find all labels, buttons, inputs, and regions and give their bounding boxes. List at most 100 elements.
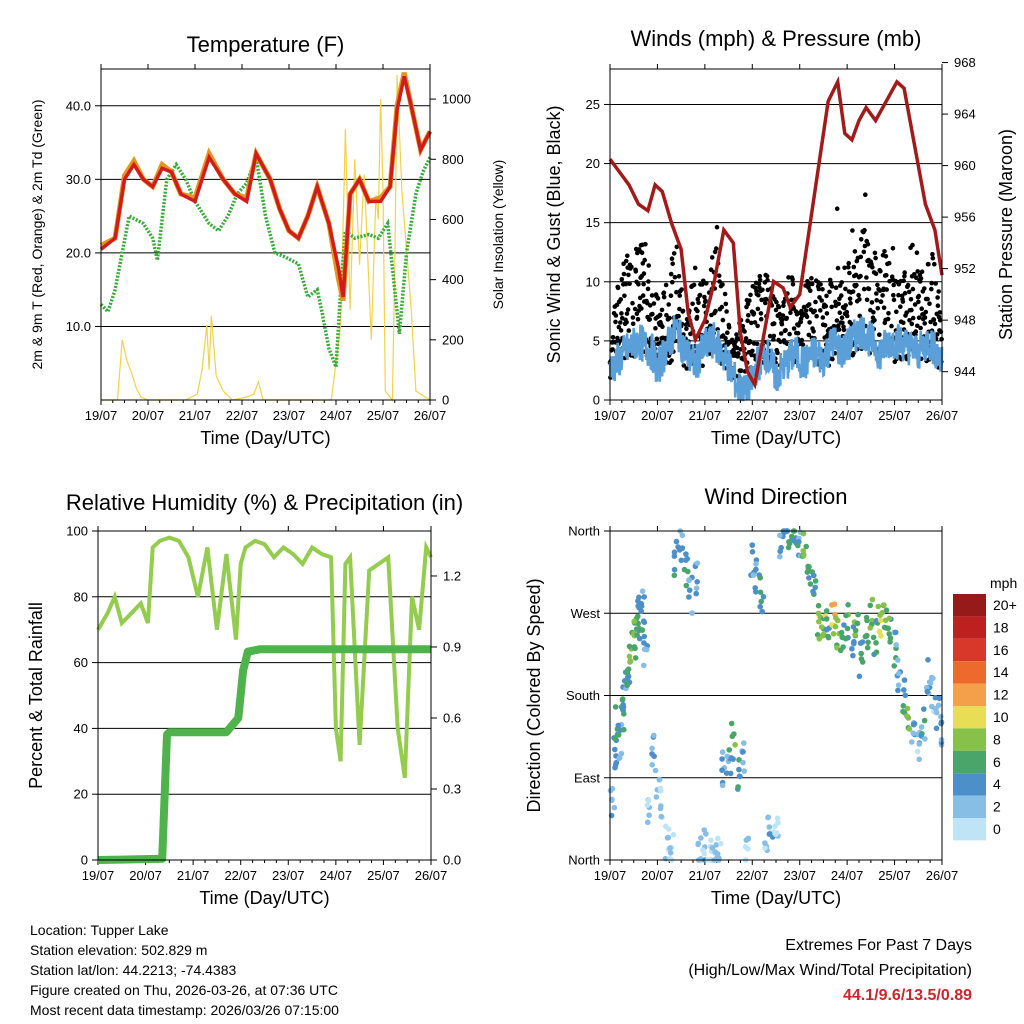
gust-dot <box>758 311 764 316</box>
gust-dot <box>930 255 936 261</box>
direction-dot <box>736 757 742 763</box>
gust-dot <box>908 297 914 302</box>
location-text: Location: Tupper Lake <box>30 922 169 938</box>
direction-dot <box>873 640 879 646</box>
direction-dot <box>667 850 674 856</box>
gust-dot <box>749 320 754 326</box>
x-tick-label: 26/07 <box>415 868 448 883</box>
direction-dot <box>805 566 812 572</box>
gust-dot <box>629 264 634 270</box>
gust-dot <box>936 289 941 294</box>
y-tick-label: 25 <box>586 97 600 112</box>
gust-dot <box>667 315 672 321</box>
gust-dot <box>750 348 755 354</box>
colorbar-swatch <box>953 706 986 729</box>
direction-dot <box>877 617 884 624</box>
gust-dot <box>720 317 726 323</box>
speed-colorbar: mph 20+ 18 16 14 12 10 8 6 4 2 0 <box>953 575 1017 841</box>
direction-dot <box>909 739 915 745</box>
x-tick-label: 26/07 <box>926 408 959 423</box>
direction-dot <box>671 566 678 573</box>
x-tick-label: 19/07 <box>594 408 627 423</box>
colorbar-label: 14 <box>993 664 1009 680</box>
direction-dot <box>911 720 918 727</box>
direction-dot <box>812 584 818 591</box>
direction-dot <box>781 529 788 536</box>
direction-dot <box>876 628 883 635</box>
direction-dot <box>938 720 944 727</box>
gust-dot <box>691 282 697 288</box>
gust-dot <box>839 315 845 321</box>
direction-dot <box>765 814 771 820</box>
gust-dot <box>922 321 927 326</box>
direction-dot <box>873 618 880 624</box>
gust-dot <box>856 292 861 298</box>
direction-dot <box>753 589 759 595</box>
station-info: Location: Tupper Lake Station elevation:… <box>30 920 339 1020</box>
gust-dot <box>865 241 871 247</box>
gust-dot <box>884 287 889 292</box>
direction-dot <box>850 652 856 659</box>
plot-frame <box>97 530 432 861</box>
direction-dot <box>671 572 678 579</box>
gust-dot <box>918 276 924 281</box>
gust-dot <box>877 332 882 338</box>
gust-dot <box>701 278 706 284</box>
direction-dot <box>892 629 899 636</box>
gust-dot <box>703 298 708 304</box>
gust-dot <box>858 273 863 279</box>
direction-dot <box>864 632 870 639</box>
direction-dot <box>772 823 778 830</box>
direction-dot <box>867 625 873 631</box>
direction-dot <box>671 549 678 555</box>
direction-dot <box>766 831 773 837</box>
gust-dot <box>851 264 857 270</box>
gust-dot <box>664 312 669 318</box>
gust-dot <box>927 301 932 307</box>
colorbar-label: 2 <box>993 799 1001 815</box>
direction-dot <box>719 756 725 762</box>
direction-dot <box>641 594 647 600</box>
direction-dot <box>679 532 686 539</box>
gust-dot <box>861 286 867 292</box>
gust-dot <box>670 261 675 267</box>
gust-dot <box>938 329 944 335</box>
colorbar-label: 20+ <box>993 597 1017 613</box>
gust-dot <box>922 315 928 320</box>
y-tick-label: 20.0 <box>66 245 91 260</box>
direction-dot <box>715 835 721 842</box>
gust-dot <box>902 290 908 296</box>
direction-dot <box>820 633 826 639</box>
direction-dot <box>636 635 643 642</box>
y2-tick-label: 1.2 <box>443 568 461 583</box>
direction-dot <box>927 680 934 686</box>
direction-dot <box>795 542 801 549</box>
x-tick-label: 24/07 <box>320 408 353 423</box>
gust-dot <box>621 271 627 277</box>
gust-dot <box>627 281 632 287</box>
gust-dot <box>632 306 638 312</box>
gust-dot <box>763 296 769 302</box>
x-tick-label: 26/07 <box>926 868 959 883</box>
gust-dot <box>625 307 631 312</box>
direction-dot <box>615 732 622 738</box>
gust-dot <box>882 249 887 254</box>
gust-dot <box>613 313 619 318</box>
direction-dot <box>857 640 864 646</box>
direction-dot <box>620 701 626 708</box>
direction-dot <box>641 640 647 646</box>
direction-dot <box>773 830 780 836</box>
gust-dot <box>891 282 896 288</box>
y2-tick-label: 964 <box>954 107 976 122</box>
gust-dot <box>847 296 853 302</box>
direction-dot <box>658 788 664 794</box>
direction-dot <box>904 705 911 712</box>
gust-dot <box>752 320 758 325</box>
x-axis-label: Time (Day/UTC) <box>199 888 329 908</box>
gust-dot <box>834 206 840 211</box>
direction-dot <box>811 572 817 579</box>
direction-dot <box>717 840 724 847</box>
direction-dot <box>935 702 942 709</box>
direction-dot <box>686 594 692 600</box>
gust-dot <box>778 339 783 345</box>
